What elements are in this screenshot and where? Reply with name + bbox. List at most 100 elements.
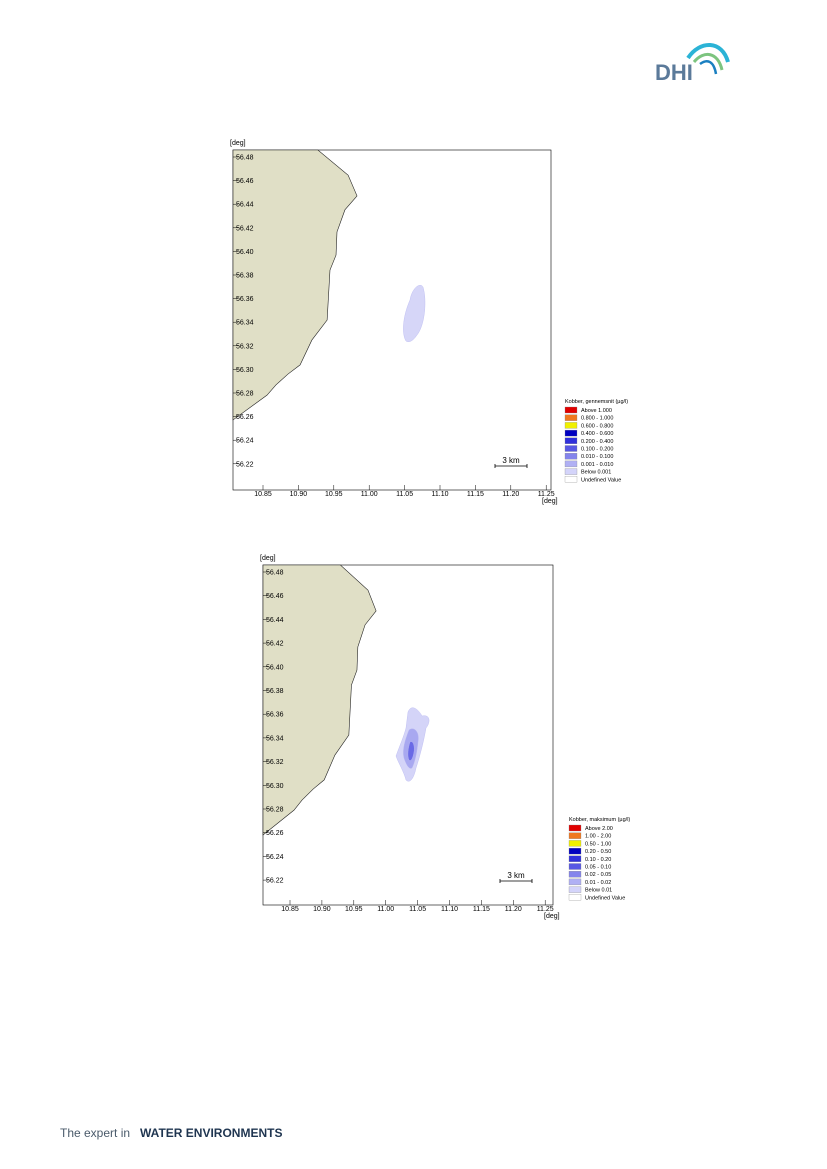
legend-swatch: [568, 894, 582, 901]
x-tick-label: 11.25: [537, 906, 554, 913]
y-tick-label: 56.26: [266, 830, 284, 837]
footer-strong: WATER ENVIRONMENTS: [140, 1126, 282, 1140]
legend-swatch: [568, 840, 582, 847]
legend-label: 0.10 - 0.20: [585, 857, 611, 863]
y-tick-label: 56.24: [236, 438, 254, 445]
y-unit: [deg]: [260, 555, 276, 562]
logo-arc: [686, 43, 730, 63]
legend-label: 0.600 - 0.800: [581, 423, 613, 429]
figure: [deg] [deg] 56.48 56.46 56.44 56.42 56.40 56.38…: [230, 140, 628, 505]
y-tick-label: 56.42: [266, 641, 284, 648]
y-tick-label: 56.36: [266, 712, 284, 719]
x-tick-label: 10.90: [290, 491, 308, 498]
y-tick-label: 56.40: [266, 664, 284, 671]
scale-bar: [494, 464, 528, 468]
y-unit: [deg]: [230, 140, 246, 147]
legend-label: 0.200 - 0.400: [581, 439, 613, 445]
legend-swatch: [568, 878, 582, 886]
legend-label: 0.800 - 1.000: [581, 416, 613, 422]
y-tick-label: 56.44: [236, 202, 254, 209]
legend-label: Undefined Value: [585, 895, 625, 901]
legend-title: Kobber, gennemsnit (µg/l): [565, 399, 628, 405]
legend-label: 0.05 - 0.10: [585, 865, 611, 871]
legend-swatch: [564, 422, 578, 429]
legend-label: 0.01 - 0.02: [585, 880, 611, 886]
legend-swatch: [568, 886, 582, 893]
legend-label: 0.50 - 1.00: [585, 841, 611, 847]
legend-label: 1.00 - 2.00: [585, 834, 611, 840]
y-tick-label: 56.38: [266, 688, 284, 695]
legend-swatch: [564, 460, 578, 468]
legend-title: Kobber, maksimum (µg/l): [569, 817, 630, 823]
y-tick-label: 56.22: [236, 461, 254, 468]
y-tick-label: 56.32: [266, 759, 284, 766]
plume: [407, 741, 415, 761]
legend-swatch: [564, 445, 578, 452]
x-tick-label: 10.85: [254, 491, 272, 498]
y-tick-label: 56.36: [236, 296, 254, 303]
legend-label: 0.001 - 0.010: [581, 462, 613, 468]
x-tick-label: 10.95: [345, 906, 363, 913]
y-tick-label: 56.34: [236, 320, 254, 327]
legend-swatch: [564, 453, 578, 460]
y-tick-label: 56.38: [236, 273, 254, 280]
legend-swatch: [568, 847, 582, 855]
y-tick-label: 56.48: [236, 155, 254, 162]
legend-swatch: [568, 863, 582, 870]
x-tick-label: 10.90: [313, 906, 331, 913]
y-tick-label: 56.42: [236, 225, 254, 232]
plume: [403, 285, 426, 342]
legend-swatch: [564, 468, 578, 475]
footer: The expert in WATER ENVIRONMENTS: [60, 1126, 282, 1140]
y-tick-label: 56.46: [266, 593, 284, 600]
legend-swatch: [564, 437, 578, 444]
y-tick-label: 56.28: [266, 807, 284, 814]
legend-label: 0.400 - 0.600: [581, 431, 613, 437]
land: [232, 149, 358, 421]
legend-label: 0.20 - 0.50: [585, 849, 611, 855]
figure: [deg] [deg] 56.48 56.46 56.44 56.42 56.40 56.38…: [260, 555, 630, 920]
x-tick-label: 11.00: [361, 491, 378, 498]
legend-swatch: [568, 824, 582, 832]
x-tick-label: 11.15: [473, 906, 490, 913]
legend-label: Below 0.001: [581, 470, 611, 476]
legend-swatch: [568, 855, 582, 862]
y-tick-label: 56.34: [266, 735, 284, 742]
x-tick-label: 11.20: [505, 906, 522, 913]
legend-label: Above 1.000: [581, 408, 612, 414]
legend-swatch: [564, 406, 578, 414]
x-tick-label: 11.10: [432, 491, 449, 498]
legend-swatch: [568, 871, 582, 878]
x-tick-label: 11.15: [467, 491, 484, 498]
x-unit: [deg]: [544, 913, 560, 920]
legend-label: Undefined Value: [581, 477, 621, 483]
legend-swatch: [568, 832, 582, 839]
legend-label: 0.100 - 0.200: [581, 447, 613, 453]
logo: DHI: [655, 43, 730, 85]
scale-label: 3 km: [502, 456, 520, 465]
x-unit: [deg]: [542, 498, 558, 505]
x-tick-label: 11.10: [441, 906, 458, 913]
legend-swatch: [564, 414, 578, 421]
footer-lead: The expert in: [60, 1126, 130, 1140]
legend-swatch: [564, 429, 578, 437]
legend-label: Below 0.01: [585, 888, 612, 894]
logo-text: DHI: [655, 60, 693, 85]
legend-label: Above 2.00: [585, 826, 613, 832]
x-tick-label: 11.05: [409, 906, 426, 913]
logo-arc: [699, 60, 718, 75]
y-tick-label: 56.48: [266, 570, 284, 577]
scale-label: 3 km: [507, 871, 525, 880]
x-tick-label: 10.85: [281, 906, 299, 913]
land: [262, 564, 377, 836]
y-tick-label: 56.44: [266, 617, 284, 624]
y-tick-label: 56.28: [236, 391, 254, 398]
x-tick-label: 11.05: [396, 491, 413, 498]
scale-bar: [499, 879, 533, 883]
y-tick-label: 56.40: [236, 249, 254, 256]
y-tick-label: 56.22: [266, 878, 284, 885]
y-tick-label: 56.24: [266, 854, 284, 861]
x-tick-label: 11.00: [377, 906, 394, 913]
logo-arc: [692, 53, 724, 71]
